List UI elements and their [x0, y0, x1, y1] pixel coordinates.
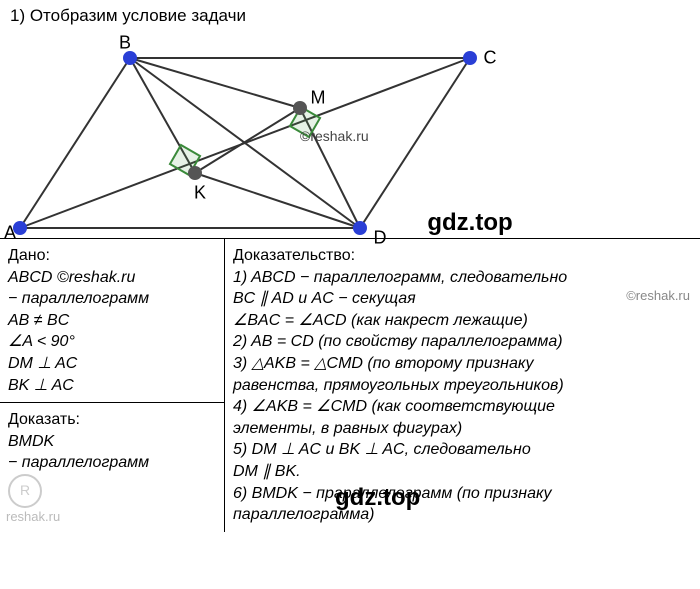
page: 1) Отобразим условие задачи ABCDKM©resha…: [0, 0, 700, 589]
prove-title: Доказать:: [8, 409, 216, 431]
proof-line: 3) △AKB = △CMD (по второму признаку: [233, 353, 692, 375]
vertex-label-C: C: [484, 48, 497, 69]
vertex-C: [463, 51, 477, 65]
proof-column: Доказательство: 1) ABCD − параллелограмм…: [225, 239, 700, 532]
task-header: 1) Отобразим условие задачи: [0, 0, 700, 28]
proof-line: ∠BAC = ∠ACD (как накрест лежащие): [233, 310, 692, 332]
vertex-K: [188, 166, 202, 180]
watermark-left: reshak.ru: [6, 508, 60, 526]
given-line: DM ⊥ AC: [8, 353, 216, 375]
proof-title: Доказательство:: [233, 245, 692, 267]
proof-table: Дано: ABCD ©reshak.ru− параллелограммAB …: [0, 238, 700, 532]
vertex-M: [293, 101, 307, 115]
given-line: BK ⊥ AC: [8, 375, 216, 397]
overlay-gdz-bottom: gdz.top: [335, 482, 420, 514]
given-line: AB ≠ BC: [8, 310, 216, 332]
proof-line: 6) BMDK − прараллелограмм (по признаку: [233, 483, 692, 505]
proof-line: DM ∥ BK.: [233, 461, 692, 483]
given-line: ∠A < 90°: [8, 331, 216, 353]
given-title: Дано:: [8, 245, 216, 267]
vertex-D: [353, 221, 367, 235]
watermark-circle-icon: R: [8, 474, 42, 508]
vertex-label-B: B: [119, 33, 131, 54]
prove-line: BMDK: [8, 431, 216, 453]
watermark-right: ©reshak.ru: [626, 287, 690, 305]
vertex-label-K: K: [194, 183, 206, 204]
prove-line: − параллелограмм: [8, 452, 216, 474]
divider: [0, 402, 224, 403]
proof-line: элементы, в равных фигурах): [233, 418, 692, 440]
given-line: ABCD ©reshak.ru: [8, 267, 216, 289]
geometry-diagram: ABCDKM©reshak.rugdz.top: [0, 28, 700, 238]
proof-line: 2) AB = CD (по свойству параллелограмма): [233, 331, 692, 353]
proof-line: 4) ∠AKB = ∠CMD (как соответствующие: [233, 396, 692, 418]
proof-line: 5) DM ⊥ AC и BK ⊥ AC, следовательно: [233, 439, 692, 461]
proof-line: параллелограмма): [233, 504, 692, 526]
proof-line: BC ∥ AD и AC − секущая: [233, 288, 692, 310]
proof-line: 1) ABCD − параллелограмм, следовательно: [233, 267, 692, 289]
overlay-gdz-top: gdz.top: [427, 209, 512, 237]
given-line: − параллелограмм: [8, 288, 216, 310]
vertex-label-M: M: [311, 88, 326, 109]
watermark-diagram: ©reshak.ru: [300, 128, 369, 144]
proof-line: равенства, прямоугольных треугольников): [233, 375, 692, 397]
